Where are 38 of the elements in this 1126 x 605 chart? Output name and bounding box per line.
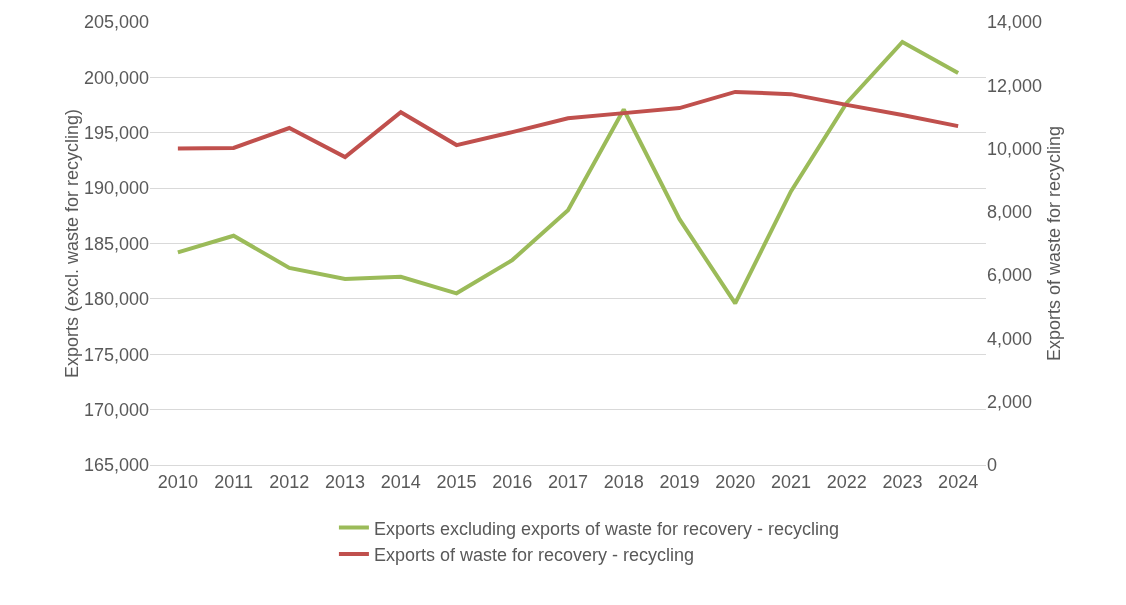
x-tick-label: 2015 <box>436 471 477 492</box>
y-tick-label: 205,000 <box>83 12 149 33</box>
x-tick-label: 2024 <box>938 471 979 492</box>
y2-tick-label: 14,000 <box>987 12 1043 33</box>
line-series <box>175 39 961 306</box>
y-tick-label: 175,000 <box>83 344 149 365</box>
x-tick-label: 2010 <box>157 471 198 492</box>
x-tick-label: 2019 <box>659 471 700 492</box>
y2-tick-label: 6,000 <box>987 265 1033 286</box>
x-tick-label: 2018 <box>603 471 644 492</box>
y2-tick-label: 4,000 <box>987 328 1033 349</box>
y2-tick-label: 10,000 <box>987 138 1043 159</box>
x-tick-label: 2012 <box>269 471 310 492</box>
y2-tick-label: 2,000 <box>987 392 1033 413</box>
x-tick-label: 2021 <box>770 471 811 492</box>
x-tick-label: 2023 <box>882 471 923 492</box>
y-tick-label: 200,000 <box>83 67 149 88</box>
y2-tick-label: 0 <box>987 455 998 476</box>
y-tick-label: 190,000 <box>83 178 149 199</box>
legend-label: Exports excluding exports of waste for recovery - recycling <box>373 518 840 539</box>
y2-axis-title: Exports of waste for recycling <box>1044 125 1065 362</box>
y-tick-label: 165,000 <box>83 455 149 476</box>
y-tick-label: 170,000 <box>83 399 149 420</box>
x-tick-label: 2014 <box>380 471 421 492</box>
line-series <box>175 89 961 160</box>
y-axis-title: Exports (excl. waste for recycling) <box>61 108 82 379</box>
y-tick-label: 180,000 <box>83 289 149 310</box>
y-tick-label: 195,000 <box>83 123 149 144</box>
x-tick-label: 2020 <box>715 471 756 492</box>
y-tick-label: 185,000 <box>83 233 149 254</box>
y2-tick-label: 8,000 <box>987 202 1033 223</box>
x-tick-label: 2013 <box>325 471 366 492</box>
x-tick-label: 2017 <box>547 471 589 492</box>
legend-label: Exports of waste for recovery - recycling <box>373 544 695 565</box>
y2-tick-label: 12,000 <box>987 75 1043 96</box>
x-tick-label: 2016 <box>492 471 533 492</box>
x-tick-label: 2022 <box>826 471 867 492</box>
x-tick-label: 2011 <box>214 471 253 492</box>
